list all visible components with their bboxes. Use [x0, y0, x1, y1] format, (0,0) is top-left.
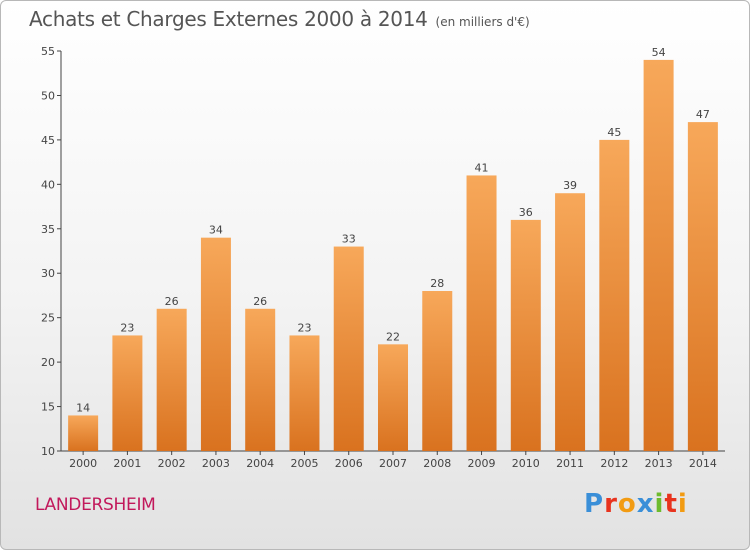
x-tick-label: 2009: [468, 457, 496, 470]
bar-value-label: 54: [652, 46, 666, 59]
bar: [200, 237, 231, 451]
bar: [156, 308, 187, 451]
logo-letter: P: [584, 489, 605, 519]
x-tick-label: 2013: [645, 457, 673, 470]
x-tick-label: 2000: [69, 457, 97, 470]
bar: [68, 415, 99, 451]
bar-value-label: 23: [297, 321, 311, 334]
logo-letter: o: [617, 489, 637, 519]
bar: [510, 219, 541, 451]
x-tick-label: 2010: [512, 457, 540, 470]
y-tick-label: 55: [41, 45, 55, 58]
bar: [422, 291, 453, 451]
y-tick-label: 35: [41, 223, 55, 236]
bar: [687, 122, 718, 451]
bar: [466, 175, 497, 451]
bar: [245, 308, 276, 451]
y-tick-label: 40: [41, 178, 55, 191]
bar: [555, 193, 586, 451]
bar: [378, 344, 408, 451]
y-tick-label: 30: [41, 267, 55, 280]
y-tick-label: 20: [41, 356, 55, 369]
bar: [333, 246, 364, 451]
bar-value-label: 41: [475, 161, 489, 174]
bar-value-label: 34: [209, 224, 223, 237]
proxiti-logo[interactable]: Proxiti: [584, 489, 688, 519]
x-tick-label: 2004: [246, 457, 274, 470]
logo-letter: t: [664, 489, 678, 519]
bar: [599, 139, 630, 451]
x-tick-label: 2006: [335, 457, 363, 470]
commune-name: LANDERSHEIM: [35, 495, 156, 515]
logo-letter: i: [654, 489, 665, 519]
bar: [112, 335, 143, 451]
bar-value-label: 14: [76, 401, 90, 414]
bar-value-label: 36: [519, 206, 533, 219]
x-tick-label: 2001: [113, 457, 141, 470]
bar-value-label: 47: [696, 108, 710, 121]
y-tick-label: 50: [41, 89, 55, 102]
logo-letter: i: [677, 489, 688, 519]
chart-title-main: Achats et Charges Externes 2000 à 2014: [29, 7, 428, 31]
bar-value-label: 45: [607, 126, 621, 139]
bar: [643, 59, 674, 452]
bar-value-label: 26: [253, 295, 267, 308]
bar: [289, 335, 320, 451]
x-tick-label: 2012: [600, 457, 628, 470]
chart-title: Achats et Charges Externes 2000 à 2014 (e…: [29, 7, 530, 31]
x-tick-label: 2008: [423, 457, 451, 470]
x-tick-label: 2014: [689, 457, 717, 470]
bar-value-label: 23: [120, 321, 134, 334]
logo-letter: r: [604, 489, 618, 519]
bar-value-label: 28: [430, 277, 444, 290]
x-tick-label: 2005: [290, 457, 318, 470]
y-tick-label: 25: [41, 312, 55, 325]
x-tick-label: 2002: [158, 457, 186, 470]
x-tick-label: 2011: [556, 457, 584, 470]
x-tick-label: 2007: [379, 457, 407, 470]
x-tick-label: 2003: [202, 457, 230, 470]
logo-letter: x: [636, 489, 655, 519]
y-tick-label: 15: [41, 401, 55, 414]
chart-unit: (en milliers d'€): [435, 15, 530, 29]
y-tick-label: 10: [41, 445, 55, 458]
bar-value-label: 39: [563, 179, 577, 192]
bar-value-label: 22: [386, 330, 400, 343]
bar-value-label: 33: [342, 233, 356, 246]
y-tick-label: 45: [41, 134, 55, 147]
bar-value-label: 26: [165, 295, 179, 308]
